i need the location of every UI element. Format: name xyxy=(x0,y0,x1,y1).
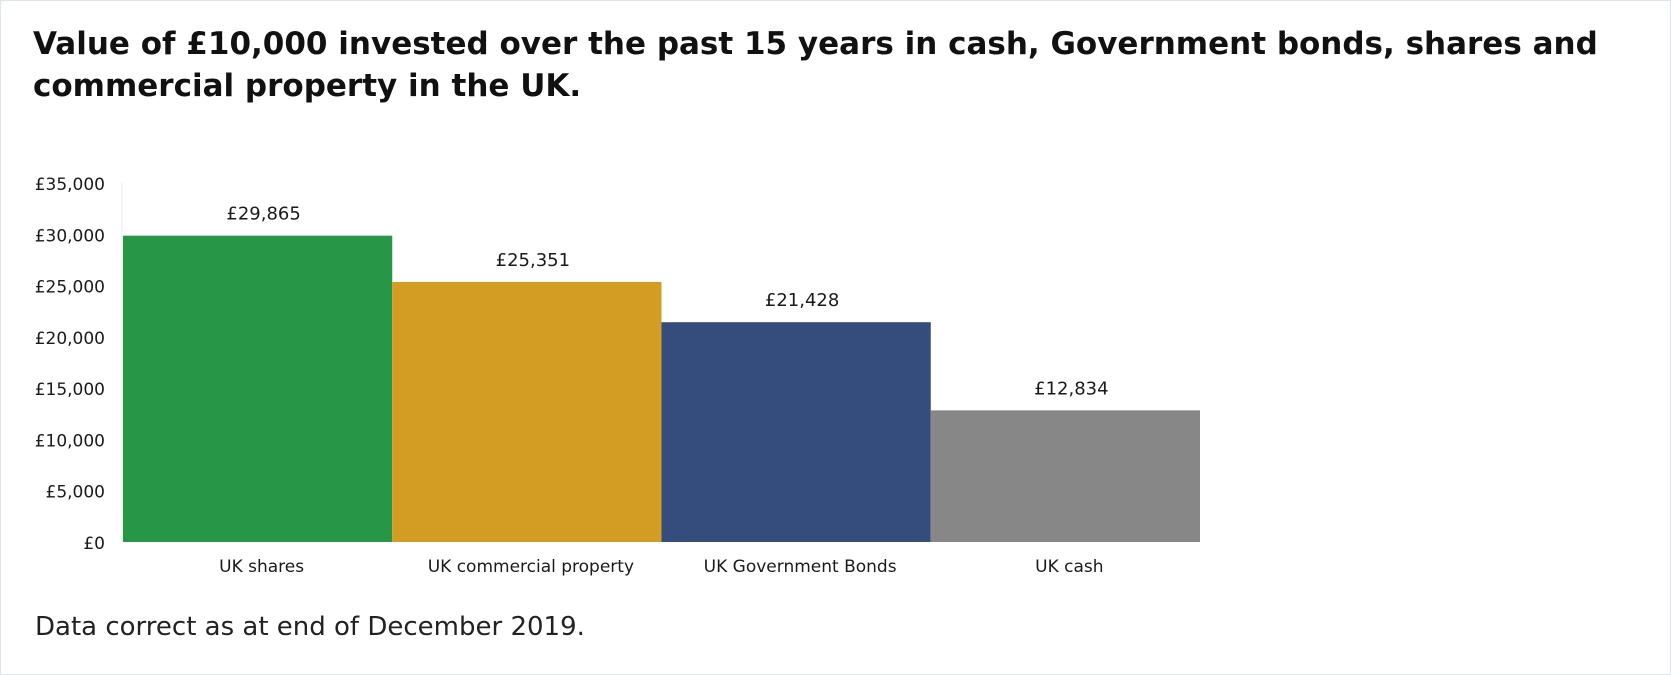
y-tick-label: £20,000 xyxy=(35,329,105,349)
footnote: Data correct as at end of December 2019. xyxy=(35,612,585,642)
y-axis: £0 £5,000 £10,000 £15,000 £20,000 £25,000 £30,… xyxy=(35,175,123,554)
bars xyxy=(123,235,1200,543)
y-tick-label: £10,000 xyxy=(35,431,105,451)
bar xyxy=(123,235,393,543)
y-tick-label: £25,000 xyxy=(35,278,105,298)
x-tick-label: UK shares xyxy=(219,557,304,577)
y-tick-label: £0 xyxy=(83,534,105,554)
y-tick-label: £35,000 xyxy=(35,175,105,195)
x-tick-label: UK cash xyxy=(1035,557,1103,577)
bar xyxy=(661,322,931,542)
data-label: £25,351 xyxy=(496,250,570,271)
y-tick-label: £5,000 xyxy=(46,483,105,503)
y-tick-label: £30,000 xyxy=(35,226,105,246)
data-label: £21,428 xyxy=(765,290,839,311)
x-axis: UK shares UK commercial property UK Govern… xyxy=(219,557,1103,577)
x-tick-label: UK Government Bonds xyxy=(704,557,897,577)
x-tick-label: UK commercial property xyxy=(428,557,634,577)
bar xyxy=(392,281,662,542)
value-labels: £29,865 £25,351 £21,428 £12,834 xyxy=(226,204,1108,400)
data-label: £12,834 xyxy=(1034,378,1108,399)
bar xyxy=(930,410,1200,542)
data-label: £29,865 xyxy=(226,204,300,225)
y-tick-label: £15,000 xyxy=(35,380,105,400)
chart-title: Value of £10,000 invested over the past … xyxy=(33,26,1598,104)
